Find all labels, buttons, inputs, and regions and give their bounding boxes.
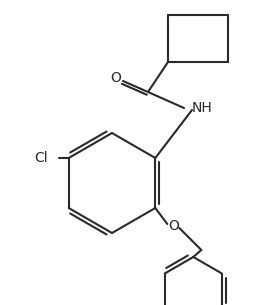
Text: NH: NH (192, 101, 213, 115)
Text: O: O (110, 71, 121, 85)
Text: Cl: Cl (34, 151, 48, 165)
Text: O: O (168, 219, 179, 233)
